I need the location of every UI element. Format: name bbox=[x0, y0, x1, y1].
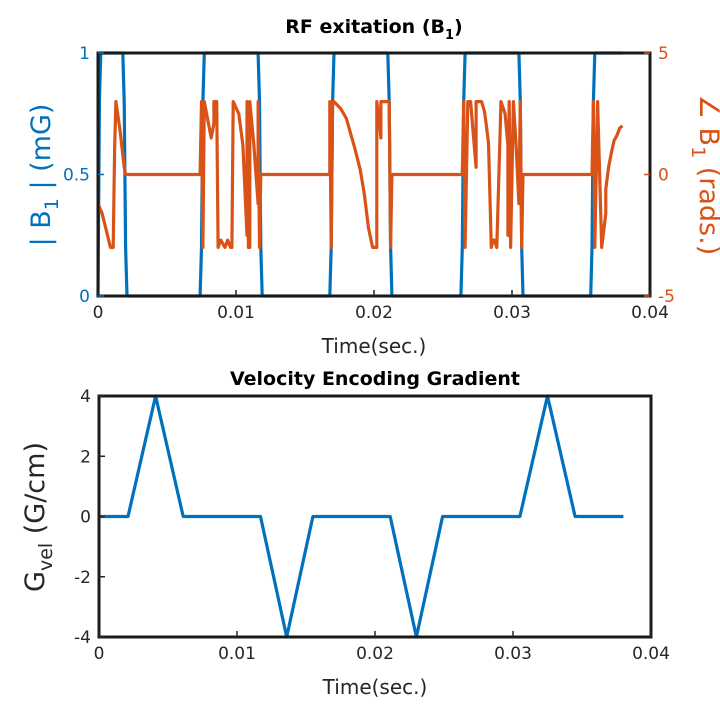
gradient-xtick-label: 0.01 bbox=[218, 644, 256, 664]
gradient-xtick-label: 0.03 bbox=[494, 644, 532, 664]
gradient-y-axis-label: Gvel (G/cm) bbox=[20, 442, 57, 592]
gradient-title: Velocity Encoding Gradient bbox=[230, 368, 520, 390]
rf-title: RF exitation (B1) bbox=[285, 16, 462, 43]
gradient-y-ticks: -4 -2 0 2 4 bbox=[74, 387, 105, 648]
rf-left-ytick-label: 1 bbox=[79, 44, 90, 64]
rf-xtick-label: 0.02 bbox=[355, 303, 393, 323]
rf-x-ticks: 0 0.01 0.02 0.03 0.04 bbox=[93, 290, 669, 323]
gradient-line bbox=[99, 394, 624, 639]
rf-right-ytick-label: -5 bbox=[658, 287, 675, 307]
gradient-x-ticks: 0 0.01 0.02 0.03 0.04 bbox=[94, 631, 670, 664]
rf-left-ytick-label: 0 bbox=[79, 287, 90, 307]
gradient-ytick-label: -2 bbox=[74, 568, 91, 588]
rf-xtick-label: 0.04 bbox=[631, 303, 669, 323]
rf-y-axis-label-right: ∠ B1 (rads.) bbox=[687, 95, 720, 256]
rf-xtick-label: 0.01 bbox=[217, 303, 255, 323]
gradient-xtick-label: 0 bbox=[94, 644, 105, 664]
rf-xtick-label: 0 bbox=[93, 303, 104, 323]
rf-phase-line bbox=[96, 99, 624, 249]
gradient-panel: Velocity Encoding Gradient 0 0.01 0.02 0.03… bbox=[20, 368, 670, 699]
gradient-ytick-label: 0 bbox=[80, 508, 91, 528]
rf-series-group bbox=[96, 51, 624, 298]
rf-y-axis-label-left: | B1 | (mG) bbox=[26, 104, 63, 247]
rf-y-ticks-left: 00.51 bbox=[63, 44, 104, 307]
rf-right-ytick-label: 0 bbox=[658, 166, 669, 186]
rf-x-axis-label: Time(sec.) bbox=[321, 334, 427, 358]
rf-right-ytick-label: 5 bbox=[658, 44, 669, 64]
rf-panel: RF exitation (B1) 0 0.01 0.02 0.03 0.04 00.5… bbox=[26, 16, 720, 358]
rf-left-ytick-label: 0.5 bbox=[63, 166, 90, 186]
gradient-series-group bbox=[99, 394, 624, 639]
rf-y-ticks-right: -5 0 5 bbox=[644, 44, 675, 307]
rf-xtick-label: 0.03 bbox=[493, 303, 531, 323]
gradient-ytick-label: 4 bbox=[80, 387, 91, 407]
gradient-xtick-label: 0.04 bbox=[632, 644, 670, 664]
gradient-ytick-label: -4 bbox=[74, 628, 91, 648]
gradient-x-axis-label: Time(sec.) bbox=[322, 675, 428, 699]
gradient-xtick-label: 0.02 bbox=[356, 644, 394, 664]
gradient-ytick-label: 2 bbox=[80, 447, 91, 467]
